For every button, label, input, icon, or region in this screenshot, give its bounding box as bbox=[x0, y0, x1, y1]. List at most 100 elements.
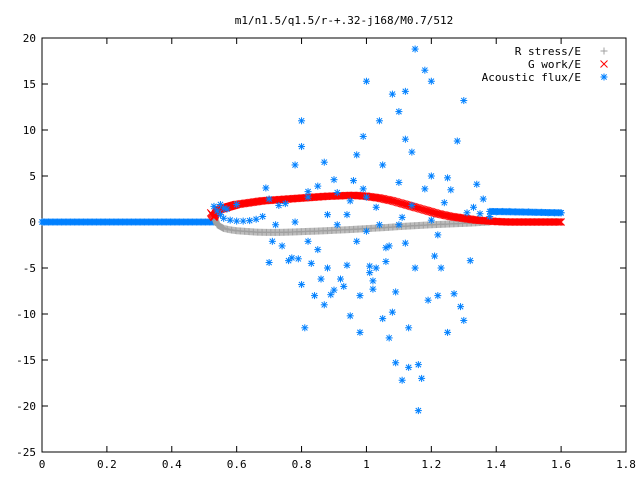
acoustic-flux-point bbox=[327, 291, 335, 299]
acoustic-flux-point bbox=[343, 261, 351, 269]
y-tick-label: -15 bbox=[16, 354, 36, 367]
acoustic-flux-point bbox=[298, 117, 306, 125]
acoustic-flux-point bbox=[265, 258, 273, 266]
y-tick-label: -20 bbox=[16, 400, 36, 413]
acoustic-flux-point bbox=[551, 209, 559, 217]
x-tick-label: 0.8 bbox=[292, 458, 312, 471]
acoustic-flux-point bbox=[398, 376, 406, 384]
acoustic-flux-point bbox=[544, 209, 552, 217]
legend-label: R stress/E bbox=[515, 45, 581, 58]
y-tick-label: -25 bbox=[16, 446, 36, 459]
acoustic-flux-point bbox=[414, 361, 422, 369]
x-tick-label: 1.6 bbox=[551, 458, 571, 471]
acoustic-flux-point bbox=[395, 221, 403, 229]
acoustic-flux-point bbox=[424, 296, 432, 304]
acoustic-flux-point bbox=[437, 264, 445, 272]
acoustic-flux-point bbox=[333, 221, 341, 229]
acoustic-flux-point bbox=[434, 231, 442, 239]
acoustic-flux-point bbox=[418, 374, 426, 382]
acoustic-flux-point bbox=[226, 216, 234, 224]
acoustic-flux-point bbox=[324, 264, 332, 272]
y-tick-label: -5 bbox=[23, 262, 36, 275]
acoustic-flux-point bbox=[301, 324, 309, 332]
acoustic-flux-point bbox=[395, 108, 403, 116]
x-tick-label: 0.4 bbox=[162, 458, 182, 471]
acoustic-flux-point bbox=[470, 203, 478, 211]
acoustic-flux-point bbox=[460, 316, 468, 324]
acoustic-flux-point bbox=[353, 237, 361, 245]
acoustic-flux-point bbox=[307, 259, 315, 267]
acoustic-flux-point bbox=[369, 277, 377, 285]
acoustic-flux-point bbox=[330, 286, 338, 294]
acoustic-flux-point bbox=[265, 195, 273, 203]
acoustic-flux-point bbox=[223, 205, 231, 213]
acoustic-flux-point bbox=[408, 148, 416, 156]
series-layer bbox=[38, 45, 565, 415]
acoustic-flux-point bbox=[398, 213, 406, 221]
acoustic-flux-point bbox=[440, 199, 448, 207]
acoustic-flux-point bbox=[375, 221, 383, 229]
acoustic-flux-point bbox=[246, 217, 254, 225]
acoustic-flux-point bbox=[431, 252, 439, 260]
acoustic-flux-point bbox=[333, 189, 341, 197]
x-tick-label: 0 bbox=[39, 458, 46, 471]
acoustic-flux-point bbox=[340, 282, 348, 290]
acoustic-flux-point bbox=[460, 97, 468, 105]
y-tick-label: 5 bbox=[29, 170, 36, 183]
acoustic-flux-point bbox=[382, 244, 390, 252]
x-tick-label: 1.4 bbox=[486, 458, 506, 471]
g-work-point bbox=[555, 218, 564, 226]
series-2 bbox=[210, 45, 565, 415]
g-work-point bbox=[557, 218, 565, 226]
acoustic-flux-point bbox=[268, 237, 276, 245]
acoustic-flux-point bbox=[356, 292, 364, 300]
acoustic-flux-point bbox=[479, 195, 487, 203]
acoustic-flux-point bbox=[252, 215, 260, 223]
plot-frame bbox=[41, 37, 627, 453]
acoustic-flux-point bbox=[518, 208, 526, 216]
acoustic-flux-point bbox=[239, 217, 247, 225]
x-tick-label: 0.6 bbox=[227, 458, 247, 471]
acoustic-flux-point bbox=[233, 201, 241, 209]
y-tick-label: 15 bbox=[23, 78, 36, 91]
legend-marker bbox=[600, 73, 608, 81]
acoustic-flux-point bbox=[336, 275, 344, 283]
acoustic-flux-point bbox=[463, 209, 471, 217]
acoustic-flux-point bbox=[379, 315, 387, 323]
acoustic-flux-point bbox=[401, 87, 409, 95]
acoustic-flux-point bbox=[314, 246, 322, 254]
acoustic-flux-point bbox=[320, 158, 328, 166]
acoustic-flux-point bbox=[272, 221, 280, 229]
acoustic-flux-point bbox=[450, 290, 458, 298]
acoustic-flux-point bbox=[486, 212, 494, 220]
acoustic-flux-point bbox=[311, 292, 319, 300]
g-work-point bbox=[554, 218, 563, 226]
acoustic-flux-point bbox=[220, 214, 228, 222]
acoustic-flux-point bbox=[362, 193, 370, 201]
acoustic-flux-point bbox=[369, 285, 377, 293]
acoustic-flux-point bbox=[294, 255, 302, 263]
x-tick-label: 1.8 bbox=[616, 458, 636, 471]
acoustic-flux-point bbox=[278, 242, 286, 250]
acoustic-flux-point bbox=[434, 292, 442, 300]
acoustic-flux-point bbox=[379, 161, 387, 169]
acoustic-flux-point bbox=[447, 186, 455, 194]
acoustic-flux-point bbox=[262, 184, 270, 192]
acoustic-flux-point bbox=[362, 77, 370, 85]
acoustic-flux-point bbox=[314, 182, 322, 190]
legend-marker bbox=[600, 60, 608, 68]
acoustic-flux-point bbox=[210, 202, 218, 210]
legend-label: G work/E bbox=[528, 58, 581, 71]
acoustic-flux-point bbox=[359, 132, 367, 140]
acoustic-flux-point bbox=[375, 117, 383, 125]
acoustic-flux-point bbox=[346, 312, 354, 320]
acoustic-flux-point bbox=[320, 301, 328, 309]
acoustic-flux-point bbox=[330, 176, 338, 184]
acoustic-flux-point bbox=[499, 207, 507, 215]
acoustic-flux-point bbox=[473, 180, 481, 188]
acoustic-flux-baseline bbox=[38, 207, 565, 226]
acoustic-flux-point bbox=[372, 203, 380, 211]
acoustic-flux-point bbox=[388, 90, 396, 98]
